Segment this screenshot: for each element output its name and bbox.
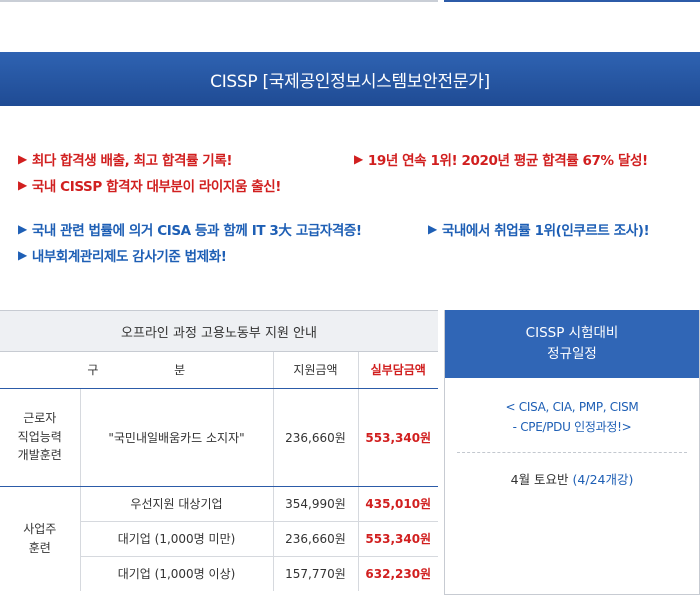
header-support: 지원금액 — [272, 352, 358, 389]
table-row: 사업주 훈련 우선지원 대상기업 354,990원 435,010원 — [0, 486, 438, 555]
top-divider-left — [0, 0, 438, 2]
support-panel-title: 오프라인 과정 고용노동부 지원 안내 — [0, 310, 438, 352]
row-support: 236,660원 — [272, 388, 358, 487]
course-banner: CISSP [국제공인정보시스템보안전문가] — [0, 52, 700, 106]
bullet-triangle-icon: ▶ — [428, 222, 437, 236]
highlight-blue-2: ▶ 국내에서 취업률 1위(인쿠르트 조사)! — [428, 222, 650, 239]
bullet-triangle-icon: ▶ — [18, 152, 27, 166]
header-category: 구 분 — [0, 352, 273, 389]
schedule-title-line2: 정규일정 — [547, 346, 597, 362]
bullet-triangle-icon: ▶ — [18, 222, 27, 236]
bullet-triangle-icon: ▶ — [18, 248, 27, 262]
schedule-entry[interactable]: 4월 토요반 (4/24개강) — [445, 469, 699, 488]
table-header-row: 구 분 지원금액 실부담금액 — [0, 352, 438, 389]
support-panel: 오프라인 과정 고용노동부 지원 안내 구 분 지원금액 실부담금액 근로자 직… — [0, 310, 438, 595]
bullet-triangle-icon: ▶ — [18, 178, 27, 192]
row-actual: 553,340원 — [357, 521, 438, 557]
row-actual: 435,010원 — [357, 486, 438, 522]
schedule-title-line1: CISSP 시험대비 — [525, 325, 619, 342]
highlight-red-3: ▶ 국내 CISSP 합격자 대부분이 라이지움 출신! — [18, 178, 282, 195]
row-support: 157,770원 — [272, 556, 358, 591]
row-support: 236,660원 — [272, 521, 358, 557]
row-label: 우선지원 대상기업 — [79, 486, 273, 522]
row-actual: 632,230원 — [357, 556, 438, 591]
highlight-red-2: ▶ 19년 연속 1위! 2020년 평균 합격률 67% 달성! — [354, 152, 648, 169]
schedule-box-header: CISSP 시험대비 정규일정 — [445, 310, 699, 378]
schedule-label: 4월 토요반 — [510, 471, 569, 487]
row-support: 354,990원 — [272, 486, 358, 522]
schedule-box-body: < CISA, CIA, PMP, CISM - CPE/PDU 인정과정!> … — [445, 378, 699, 488]
highlight-blue-1: ▶ 국내 관련 법률에 의거 CISA 등과 함께 IT 3大 고급자격증! — [18, 222, 362, 239]
schedule-box: CISSP 시험대비 정규일정 < CISA, CIA, PMP, CISM -… — [444, 310, 700, 595]
table-row: 대기업 (1,000명 미만) 236,660원 553,340원 — [0, 521, 438, 557]
table-row: 근로자 직업능력 개발훈련 "국민내일배움카드 소지자" 236,660원 55… — [0, 388, 438, 487]
top-divider-right — [444, 0, 700, 2]
group-worker-training: 근로자 직업능력 개발훈련 — [0, 388, 80, 487]
row-actual: 553,340원 — [357, 388, 438, 487]
table-row: 대기업 (1,000명 이상) 157,770원 632,230원 — [0, 556, 438, 591]
schedule-detail: (4/24개강) — [572, 471, 634, 487]
row-label: 대기업 (1,000명 미만) — [79, 521, 273, 557]
banner-title: CISSP [국제공인정보시스템보안전문가] — [210, 71, 490, 92]
group-employer-training: 사업주 훈련 — [23, 522, 57, 555]
row-label: "국민내일배움카드 소지자" — [79, 388, 273, 487]
highlight-red-1: ▶ 최다 합격생 배출, 최고 합격률 기록! — [18, 152, 233, 169]
header-actual: 실부담금액 — [357, 352, 438, 389]
dashed-divider — [457, 451, 687, 453]
cpe-note: < CISA, CIA, PMP, CISM - CPE/PDU 인정과정!> — [505, 400, 639, 434]
highlight-blue-3: ▶ 내부회계관리제도 감사기준 법제화! — [18, 248, 227, 265]
bullet-triangle-icon: ▶ — [354, 152, 363, 166]
row-label: 대기업 (1,000명 이상) — [79, 556, 273, 591]
support-table: 구 분 지원금액 실부담금액 근로자 직업능력 개발훈련 "국민내일배움카드 소… — [0, 352, 438, 591]
